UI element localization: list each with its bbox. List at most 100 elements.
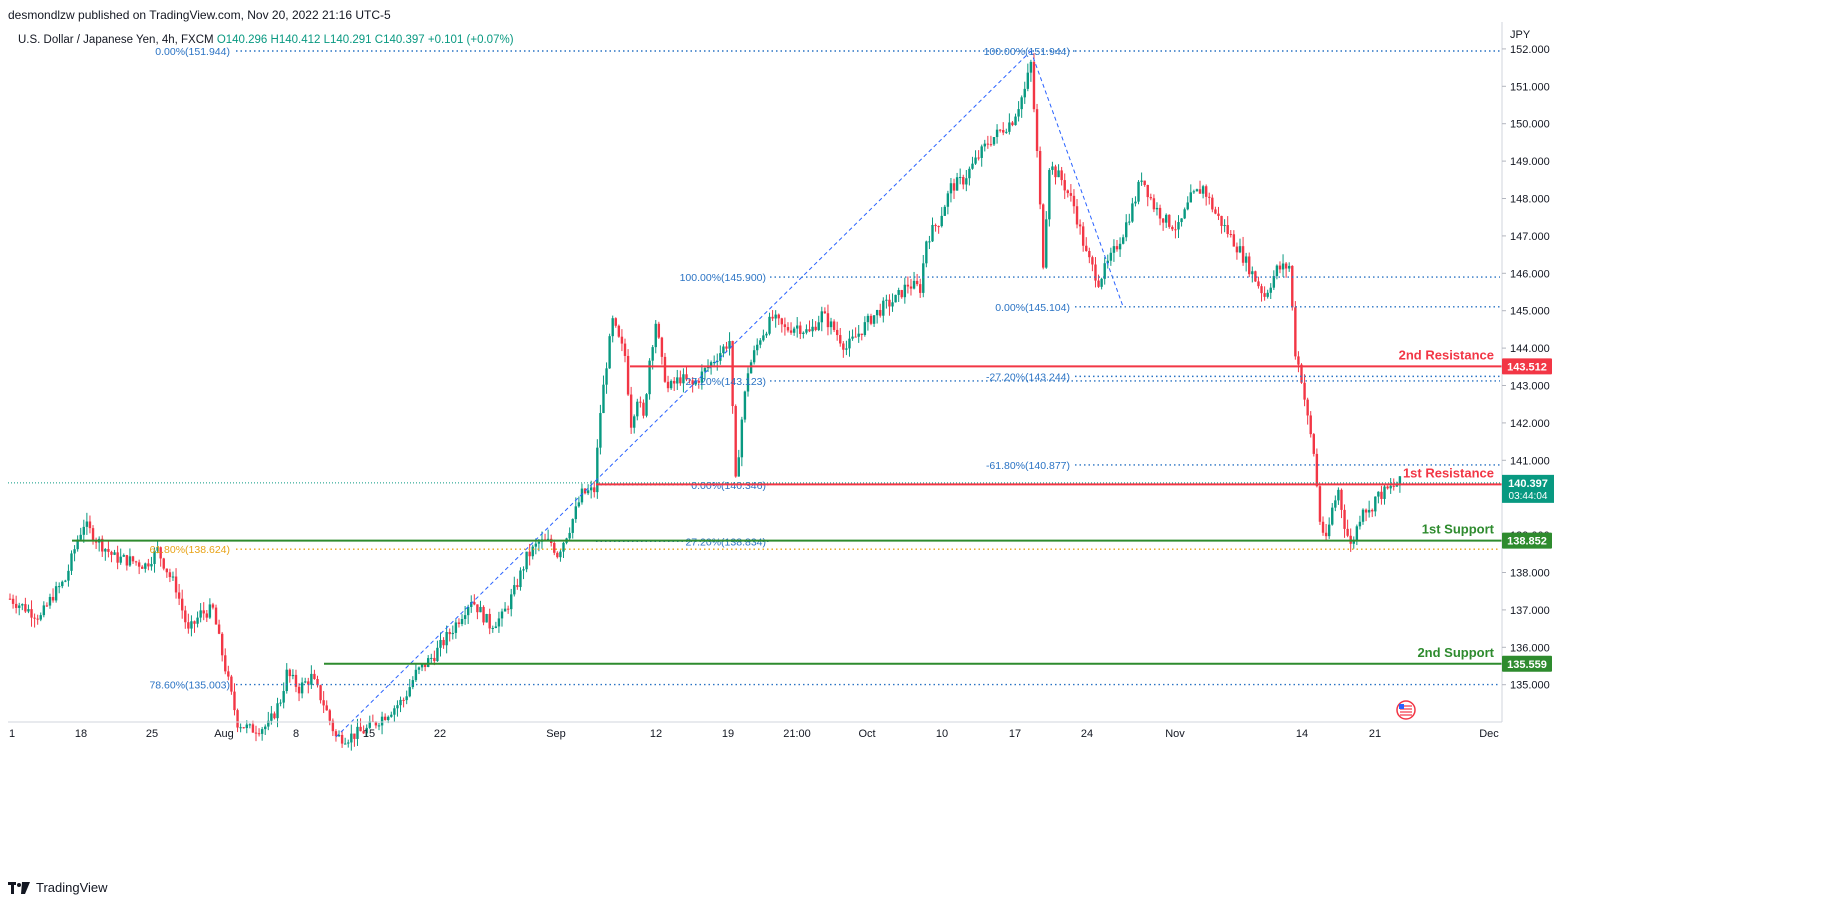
candle bbox=[347, 739, 350, 748]
candle bbox=[1140, 172, 1143, 186]
time-tick-label: 14 bbox=[1296, 728, 1308, 740]
candle bbox=[546, 529, 550, 542]
currency-label: JPY bbox=[1510, 29, 1531, 41]
time-tick-label: 1 bbox=[9, 728, 15, 740]
candle bbox=[989, 135, 993, 147]
support-price-tag[interactable]: 135.559 bbox=[1502, 655, 1552, 672]
candle-body bbox=[276, 703, 279, 719]
time-tick-label: 21:00 bbox=[783, 728, 811, 740]
candle-body bbox=[516, 585, 519, 588]
candle bbox=[1128, 213, 1131, 226]
candle bbox=[36, 614, 39, 625]
candle bbox=[503, 602, 507, 612]
candle-body bbox=[174, 576, 178, 593]
candle-body bbox=[257, 733, 261, 735]
candle-body bbox=[1361, 509, 1365, 522]
time-tick-label: 21 bbox=[1369, 728, 1381, 740]
candle-body bbox=[1389, 485, 1392, 489]
candle-body bbox=[952, 183, 956, 191]
candle bbox=[482, 605, 485, 626]
candle bbox=[451, 625, 454, 640]
candle-body bbox=[1026, 72, 1030, 89]
candle-body bbox=[1229, 234, 1232, 236]
candle-body bbox=[574, 506, 577, 520]
plot-area[interactable]: 0.00%(151.944) 100.00%(151.944)100.00%(14… bbox=[8, 46, 1502, 751]
tradingview-footer[interactable]: TradingView bbox=[8, 880, 108, 895]
candle-body bbox=[783, 324, 787, 328]
time-axis[interactable]: 1 18 25 Aug 8 15 22 Sep 12 19 21:00 Oct 10 17 24 Nov 14 2… bbox=[8, 721, 1502, 740]
candle-body bbox=[1214, 209, 1217, 214]
candle bbox=[1100, 277, 1103, 290]
candle bbox=[276, 697, 279, 728]
candle-body bbox=[657, 323, 661, 338]
candle bbox=[962, 174, 965, 190]
candle-body bbox=[1091, 257, 1094, 265]
candle-body bbox=[1155, 207, 1159, 210]
candle-body bbox=[181, 598, 184, 611]
candle-body bbox=[1035, 109, 1039, 151]
candle bbox=[307, 677, 310, 694]
candle bbox=[583, 487, 587, 495]
candle bbox=[1272, 270, 1276, 290]
candle-body bbox=[703, 368, 707, 372]
price-axis[interactable]: JPY135.000136.000137.000138.000139.00014… bbox=[1501, 22, 1554, 722]
resistance-price-tag[interactable]: 143.512 bbox=[1502, 358, 1552, 375]
candle bbox=[568, 527, 571, 542]
candle bbox=[1331, 503, 1334, 526]
candle bbox=[851, 329, 854, 341]
candle bbox=[156, 541, 159, 554]
candle-body bbox=[1189, 192, 1192, 203]
candle bbox=[894, 294, 897, 303]
price-tick-label: 150.000 bbox=[1510, 119, 1550, 131]
support-price-tag[interactable]: 138.852 bbox=[1502, 532, 1552, 549]
candle-body bbox=[808, 329, 811, 332]
candle-body bbox=[168, 572, 172, 578]
candle-body bbox=[1284, 263, 1288, 269]
fib-level-label: 100.00%(145.900) bbox=[680, 272, 766, 284]
candle bbox=[1284, 262, 1288, 278]
candle-body bbox=[943, 206, 946, 216]
candle-body bbox=[1294, 307, 1297, 357]
candle bbox=[1186, 196, 1189, 211]
us-event-flag-icon[interactable] bbox=[1396, 700, 1416, 720]
candle-body bbox=[190, 621, 193, 629]
candle-body bbox=[851, 336, 854, 339]
time-tick-label: 25 bbox=[146, 728, 158, 740]
candle-body bbox=[995, 129, 999, 138]
candle-body bbox=[937, 226, 940, 228]
candle-body bbox=[1377, 491, 1380, 497]
publisher-line: desmondlzw published on TradingView.com,… bbox=[8, 8, 391, 22]
candle bbox=[875, 309, 879, 324]
candle-body bbox=[1318, 486, 1322, 522]
candle-body bbox=[1011, 122, 1014, 126]
candle-body bbox=[377, 725, 381, 727]
candle-body bbox=[147, 563, 150, 567]
candle bbox=[1355, 524, 1359, 546]
candle-body bbox=[220, 633, 224, 656]
candle bbox=[1165, 213, 1168, 228]
candle-body bbox=[614, 318, 617, 326]
candle-body bbox=[626, 355, 630, 395]
candle bbox=[780, 317, 784, 333]
candle-body bbox=[1038, 150, 1042, 205]
candle-body bbox=[528, 551, 531, 557]
candle bbox=[685, 365, 688, 382]
candle bbox=[1066, 189, 1069, 198]
candle bbox=[473, 594, 476, 606]
candle-body bbox=[1309, 415, 1312, 435]
candle bbox=[51, 588, 55, 603]
candle bbox=[543, 533, 547, 541]
candle-body bbox=[1321, 521, 1325, 533]
price-tick-label: 148.000 bbox=[1510, 194, 1550, 206]
candle bbox=[294, 669, 298, 693]
candle-body bbox=[313, 673, 316, 680]
candle-body bbox=[1395, 485, 1399, 487]
candle-body bbox=[54, 586, 58, 601]
candle-body bbox=[270, 713, 273, 721]
candle bbox=[1112, 239, 1116, 262]
candle bbox=[1278, 261, 1282, 274]
candle-body bbox=[325, 705, 328, 711]
candle-body bbox=[18, 605, 21, 608]
